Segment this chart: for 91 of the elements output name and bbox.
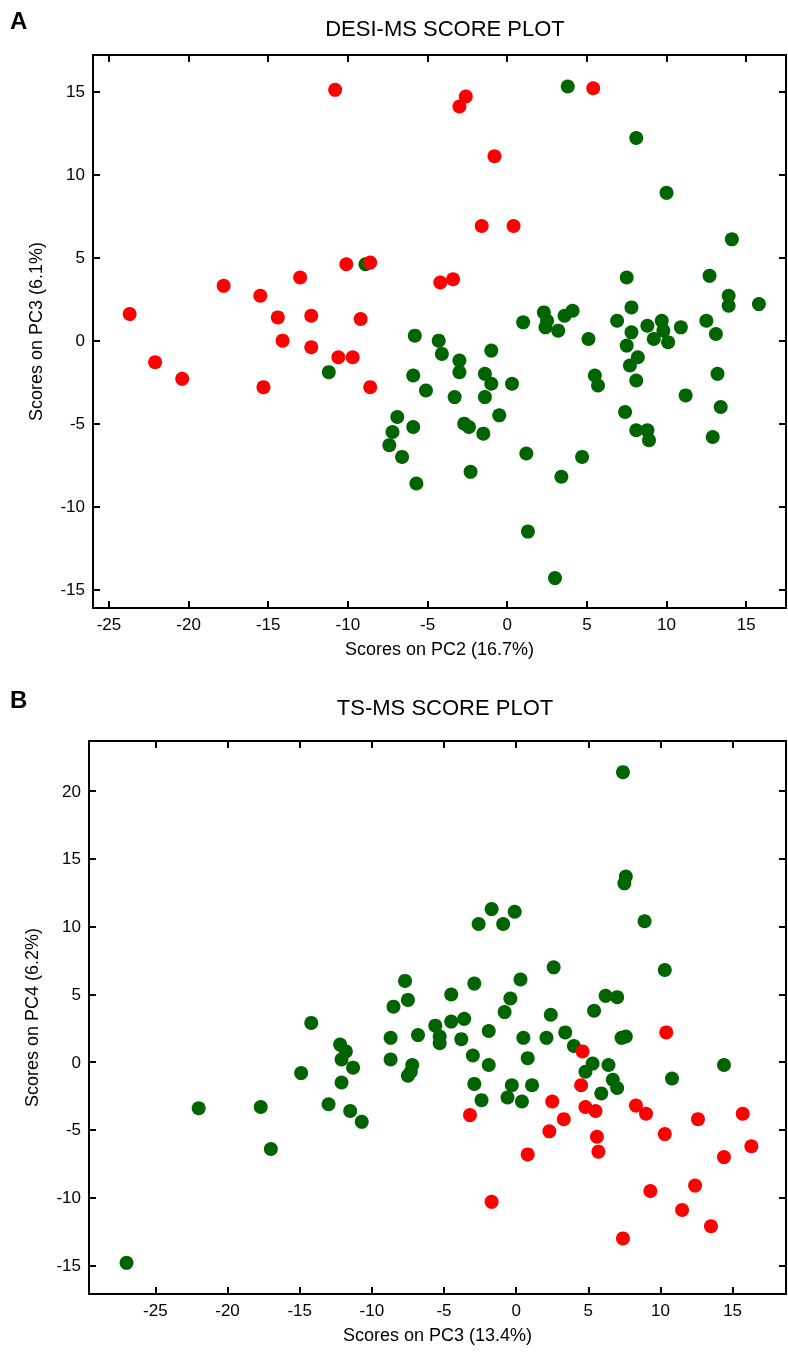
point xyxy=(304,340,319,355)
y-tick-label: 15 xyxy=(62,849,81,869)
y-tick-label: 10 xyxy=(66,165,85,185)
point xyxy=(574,1078,589,1093)
point xyxy=(122,307,137,322)
point xyxy=(256,380,271,395)
point xyxy=(675,1202,690,1217)
y-axis-title: Scores on PC3 (6.1%) xyxy=(26,241,46,422)
point xyxy=(643,1183,658,1198)
point xyxy=(433,275,448,290)
x-tick-label: -25 xyxy=(143,1301,168,1320)
point xyxy=(446,272,461,287)
x-tick-label: -5 xyxy=(419,615,436,634)
x-tick-label: -15 xyxy=(287,1301,312,1320)
point xyxy=(148,355,163,370)
y-tick-label: 0 xyxy=(71,1052,81,1072)
point xyxy=(586,81,601,96)
point xyxy=(716,1150,731,1165)
point xyxy=(328,82,343,97)
text: B xyxy=(10,685,28,713)
y-tick-label: 20 xyxy=(62,781,81,801)
x-tick-label: -15 xyxy=(255,615,281,634)
point xyxy=(363,255,378,270)
y-tick-label: -5 xyxy=(69,414,85,434)
point xyxy=(735,1106,750,1121)
y-tick-label: -15 xyxy=(56,1256,81,1276)
point xyxy=(589,1129,604,1144)
point xyxy=(615,1231,630,1246)
y-tick-label: 15 xyxy=(66,82,85,102)
point xyxy=(339,257,354,272)
point xyxy=(542,1124,557,1139)
point xyxy=(575,1044,590,1059)
x-tick-label: -10 xyxy=(335,615,361,634)
point xyxy=(659,1025,674,1040)
point xyxy=(216,278,231,293)
point xyxy=(487,149,502,164)
point xyxy=(270,310,285,325)
point xyxy=(690,1112,705,1127)
point xyxy=(452,99,467,114)
y-tick-label: 5 xyxy=(75,248,85,268)
point xyxy=(744,1139,759,1154)
point xyxy=(304,308,319,323)
point xyxy=(474,219,489,234)
y-tick-label: 5 xyxy=(71,984,81,1004)
point xyxy=(353,312,368,327)
x-tick-label: -5 xyxy=(436,1301,452,1320)
point xyxy=(545,1094,560,1109)
y-tick-label: -10 xyxy=(56,1188,81,1208)
point xyxy=(253,288,268,303)
point xyxy=(293,270,308,285)
x-axis-title: Scores on PC2 (16.7%) xyxy=(344,639,535,659)
point xyxy=(556,1112,571,1127)
point xyxy=(520,1147,535,1162)
point xyxy=(462,1108,477,1123)
x-tick-label: 5 xyxy=(582,615,592,634)
y-tick-label: 0 xyxy=(75,331,85,351)
point xyxy=(591,1144,606,1159)
point xyxy=(484,1194,499,1209)
point xyxy=(628,1098,643,1113)
x-tick-label: 0 xyxy=(502,615,512,634)
x-tick-label: -25 xyxy=(96,615,122,634)
point xyxy=(703,1219,718,1234)
point xyxy=(331,350,346,365)
x-axis-title: Scores on PC3 (13.4%) xyxy=(342,1325,533,1345)
x-tick-label: 10 xyxy=(650,1301,670,1320)
x-tick-label: -20 xyxy=(176,615,201,634)
y-axis-title: Scores on PC4 (6.2%) xyxy=(22,927,42,1108)
point xyxy=(458,89,473,104)
x-tick-label: 5 xyxy=(583,1301,594,1320)
point xyxy=(588,1104,603,1119)
x-tick-label: -20 xyxy=(215,1301,240,1320)
x-tick-label: 15 xyxy=(736,615,756,634)
point xyxy=(275,333,290,348)
chart-title: TS-MS SCORE PLOT xyxy=(336,694,554,720)
point xyxy=(639,1106,654,1121)
y-tick-label: -15 xyxy=(60,580,85,600)
chart-title: DESI-MS SCORE PLOT xyxy=(325,15,565,41)
x-tick-label: 15 xyxy=(723,1301,743,1320)
y-tick-label: -10 xyxy=(60,497,85,517)
y-tick-label: 10 xyxy=(62,917,81,937)
point xyxy=(657,1127,672,1142)
x-tick-label: 0 xyxy=(511,1301,521,1320)
point xyxy=(688,1178,703,1193)
x-tick-label: 10 xyxy=(657,615,676,634)
point xyxy=(345,350,360,365)
x-tick-label: -10 xyxy=(359,1301,385,1320)
point xyxy=(175,371,190,386)
y-tick-label: -5 xyxy=(65,1120,81,1140)
text: A xyxy=(10,6,28,34)
point xyxy=(506,219,521,234)
point xyxy=(363,380,378,395)
